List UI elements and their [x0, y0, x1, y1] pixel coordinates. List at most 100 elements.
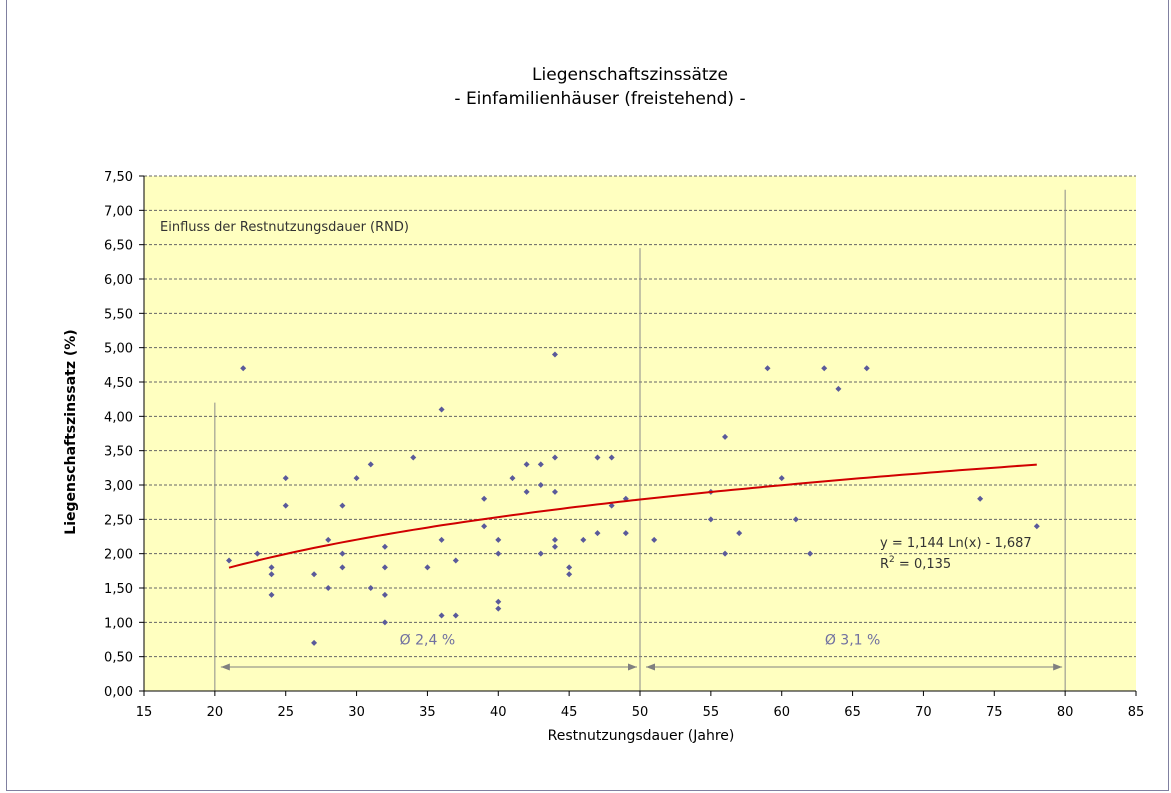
data-point	[325, 536, 332, 543]
data-point	[410, 454, 417, 461]
y-tick-label: 7,50	[104, 170, 133, 185]
data-point	[495, 598, 502, 605]
y-tick-label: 0,50	[104, 651, 133, 666]
data-point	[764, 365, 771, 372]
y-tick-label: 7,00	[104, 204, 133, 219]
data-point	[551, 454, 558, 461]
data-point	[509, 475, 516, 482]
data-point	[353, 475, 360, 482]
data-point	[863, 365, 870, 372]
chart-frame	[6, 0, 1169, 791]
annotation: Einfluss der Restnutzungsdauer (RND)	[160, 220, 409, 235]
data-point	[792, 516, 799, 523]
data-point	[736, 530, 743, 537]
x-tick-label: 60	[773, 705, 790, 720]
y-tick-label: 0,00	[104, 685, 133, 700]
data-point	[523, 461, 530, 468]
trendline	[228, 463, 1037, 569]
y-tick-label: 4,50	[104, 376, 133, 391]
data-point	[339, 502, 346, 509]
x-tick-label: 55	[703, 705, 720, 720]
data-point	[282, 502, 289, 509]
x-tick-labels: 15 20 25 30 35 40 45 50 55 60 65 70 75 80 85	[136, 705, 1145, 720]
data-point	[566, 571, 573, 578]
data-point	[722, 433, 729, 440]
data-point	[240, 365, 247, 372]
data-point	[551, 351, 558, 358]
x-tick-label: 75	[986, 705, 1003, 720]
data-point	[325, 585, 332, 591]
chart-title: Liegenschaftszinssätze	[532, 65, 728, 85]
data-point	[367, 461, 374, 468]
data-point	[608, 454, 615, 461]
y-axis-label: Liegenschaftszinssatz (%)	[63, 329, 79, 534]
x-tick-label: 20	[207, 705, 224, 720]
y-tick-label: 3,50	[104, 445, 133, 460]
x-tick-label: 35	[419, 705, 436, 720]
y-tick-label: 6,50	[104, 239, 133, 254]
data-point	[339, 564, 346, 571]
data-point	[551, 488, 558, 495]
data-point	[580, 536, 587, 543]
data-point	[438, 536, 445, 543]
y-tick-label: 3,00	[104, 479, 133, 494]
data-point	[537, 482, 544, 488]
range-average-label: Ø 3,1 %	[825, 632, 881, 648]
range-average-label: Ø 2,4 %	[400, 632, 456, 648]
x-axis-label: Restnutzungsdauer (Jahre)	[548, 728, 735, 744]
data-point	[438, 612, 445, 619]
y-tick-label: 5,50	[104, 307, 133, 322]
data-point	[1033, 523, 1040, 530]
x-tick-label: 85	[1128, 705, 1145, 720]
y-tick-label: 6,00	[104, 273, 133, 288]
range-arrow-head	[628, 663, 637, 671]
x-tick-label: 15	[136, 705, 153, 720]
x-tick-label: 50	[632, 705, 649, 720]
x-tick-label: 40	[490, 705, 507, 720]
axes	[139, 175, 1137, 696]
data-point	[594, 454, 601, 461]
range-arrow-head	[220, 663, 230, 671]
y-tick-label: 2,50	[104, 513, 133, 528]
y-tick-label: 5,00	[104, 342, 133, 357]
y-tick-label: 1,50	[104, 582, 133, 597]
data-point	[722, 550, 729, 557]
range-dividers	[214, 189, 1066, 691]
data-point	[452, 612, 459, 619]
x-tick-label: 25	[277, 705, 294, 720]
data-point	[481, 495, 488, 502]
data-point	[707, 516, 714, 523]
data-point	[481, 523, 488, 530]
y-tick-label: 1,00	[104, 616, 133, 631]
data-point	[495, 550, 502, 557]
data-point	[778, 475, 785, 482]
data-point	[622, 530, 629, 537]
data-point	[381, 543, 388, 550]
data-point	[424, 564, 431, 571]
data-point	[821, 365, 828, 372]
data-point	[835, 385, 842, 392]
data-point	[523, 488, 530, 495]
data-point	[608, 502, 615, 509]
data-point	[282, 475, 289, 482]
data-point	[566, 564, 573, 571]
data-point	[381, 564, 388, 571]
data-point	[268, 564, 275, 571]
trend-equation: y = 1,144 Ln(x) - 1,687	[880, 536, 1032, 551]
data-point	[537, 461, 544, 468]
x-tick-label: 65	[844, 705, 861, 720]
data-point	[537, 550, 544, 557]
data-point	[594, 530, 601, 537]
data-point	[807, 550, 814, 557]
data-point	[226, 557, 233, 564]
data-point	[495, 536, 502, 543]
range-arrows: Ø 2,4 % Ø 3,1 %	[220, 632, 1063, 671]
data-point	[268, 591, 275, 598]
y-tick-label: 4,00	[104, 410, 133, 425]
x-tick-label: 30	[348, 705, 365, 720]
data-point	[452, 557, 459, 564]
data-point	[438, 406, 445, 413]
data-point	[495, 605, 502, 612]
data-point	[339, 550, 346, 557]
x-tick-label: 80	[1057, 705, 1074, 720]
